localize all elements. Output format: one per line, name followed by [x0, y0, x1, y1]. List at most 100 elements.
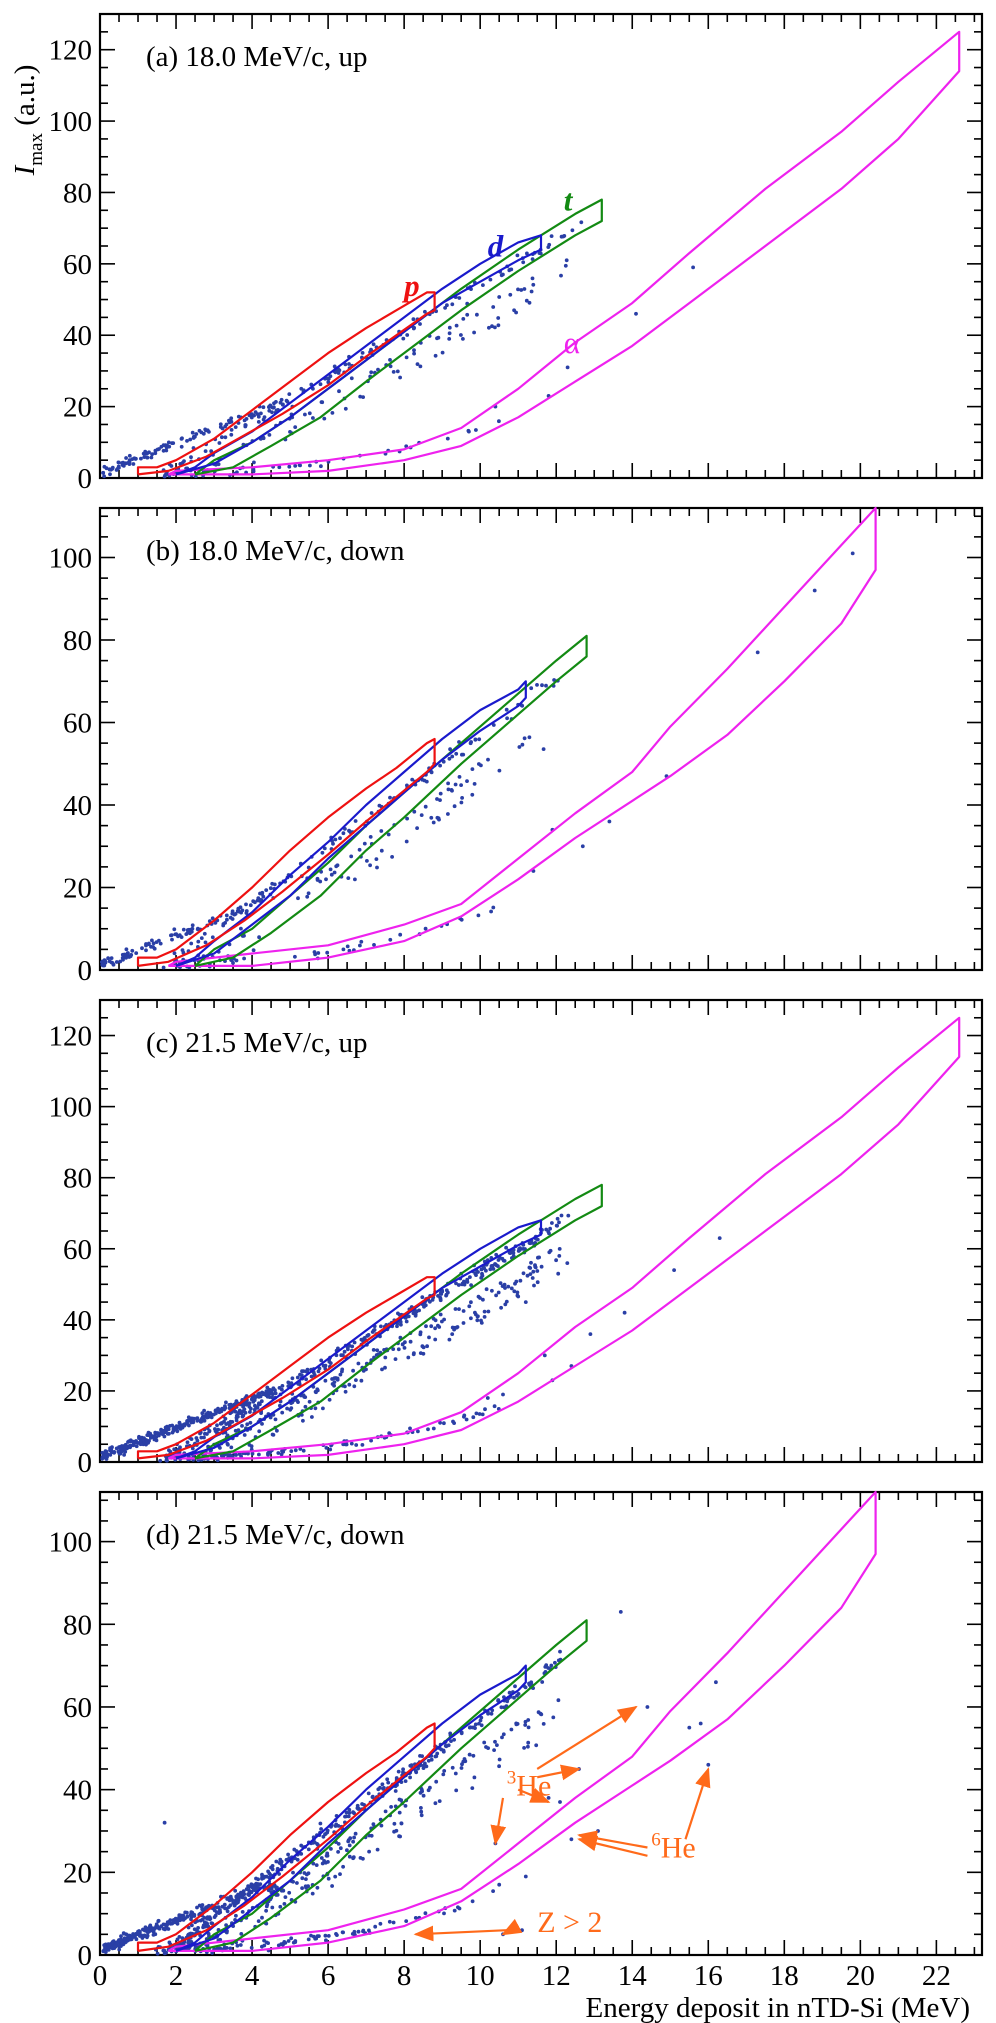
data-point — [328, 374, 333, 379]
data-point — [226, 1442, 230, 1447]
data-point — [195, 1438, 200, 1443]
data-point — [212, 1915, 217, 1919]
data-point — [229, 416, 234, 421]
data-point — [224, 1422, 229, 1426]
data-point — [172, 951, 177, 956]
data-point — [149, 944, 153, 949]
data-point — [110, 961, 115, 965]
data-point — [303, 412, 307, 417]
data-point — [537, 1255, 541, 1260]
data-point — [542, 1353, 547, 1358]
data-point — [252, 460, 256, 465]
data-point — [423, 309, 427, 314]
data-point — [454, 1788, 459, 1793]
data-point — [470, 792, 475, 797]
data-point — [468, 1725, 473, 1730]
data-point — [188, 1913, 193, 1917]
data-point — [496, 323, 501, 328]
y-tick-label: 100 — [49, 1092, 93, 1124]
data-point — [261, 1392, 265, 1397]
data-point — [509, 1286, 514, 1291]
data-point — [527, 1681, 531, 1686]
data-point — [446, 787, 451, 792]
data-point — [143, 449, 148, 454]
data-point — [311, 416, 315, 420]
data-point — [291, 1870, 295, 1875]
data-point — [351, 1839, 355, 1844]
data-point — [398, 375, 402, 380]
data-point — [320, 850, 325, 855]
data-point — [165, 1432, 170, 1436]
data-point — [182, 1423, 186, 1427]
data-point — [225, 1909, 230, 1914]
data-point — [225, 917, 229, 922]
data-point — [253, 1403, 257, 1408]
data-point — [186, 1933, 190, 1938]
data-point — [388, 795, 392, 800]
x-tick-label: 8 — [397, 1960, 412, 1992]
data-point — [165, 471, 170, 476]
data-point — [102, 464, 107, 469]
data-point — [278, 1904, 283, 1909]
data-point — [220, 435, 224, 440]
data-point — [327, 1359, 332, 1364]
data-point — [364, 1367, 368, 1372]
data-point — [554, 1258, 558, 1263]
data-point — [116, 460, 121, 465]
data-point — [435, 815, 440, 820]
data-point — [219, 1409, 224, 1414]
data-point — [504, 1299, 509, 1304]
data-point — [460, 1762, 464, 1767]
data-point — [254, 1394, 259, 1399]
data-point — [185, 1420, 190, 1425]
data-point — [191, 435, 196, 439]
data-point — [222, 1425, 226, 1430]
data-point — [482, 1315, 487, 1319]
data-point — [424, 1324, 428, 1329]
data-point — [508, 1251, 513, 1255]
data-point — [154, 1438, 159, 1443]
data-point — [503, 1302, 508, 1307]
data-point — [418, 364, 423, 369]
data-point — [236, 1898, 241, 1902]
y-tick-label: 40 — [63, 320, 92, 352]
data-point — [210, 916, 215, 921]
data-point — [214, 1409, 219, 1413]
data-point — [350, 1344, 355, 1349]
data-point — [387, 1431, 392, 1435]
data-point — [108, 472, 112, 477]
data-point — [493, 1739, 497, 1744]
data-point — [226, 1905, 231, 1909]
data-point — [394, 1828, 399, 1833]
data-point — [565, 1261, 570, 1265]
data-point — [698, 1721, 703, 1726]
data-point — [156, 1918, 161, 1923]
data-point — [251, 948, 256, 953]
data-point — [433, 1754, 438, 1759]
data-point — [385, 1777, 390, 1782]
data-point — [258, 1394, 263, 1399]
data-point — [358, 394, 363, 399]
data-point — [393, 1357, 398, 1361]
data-point — [525, 251, 529, 256]
y-ticks-d — [100, 1499, 982, 1956]
data-point — [488, 1267, 493, 1272]
data-point — [352, 1835, 356, 1840]
data-point — [233, 1888, 238, 1893]
annotation-arrow — [684, 1767, 711, 1840]
data-point — [287, 392, 292, 396]
data-point — [511, 1251, 516, 1255]
data-point — [404, 355, 409, 360]
data-point — [395, 369, 400, 374]
data-point — [497, 1882, 502, 1887]
data-point — [396, 1347, 401, 1352]
data-point — [491, 1267, 496, 1271]
data-point — [436, 1323, 440, 1328]
data-point — [315, 1885, 320, 1890]
data-point — [185, 1910, 189, 1915]
data-point — [320, 1861, 325, 1866]
data-point — [484, 1745, 488, 1749]
data-point — [284, 1857, 289, 1862]
data-point — [353, 819, 358, 823]
data-point — [323, 1933, 328, 1938]
